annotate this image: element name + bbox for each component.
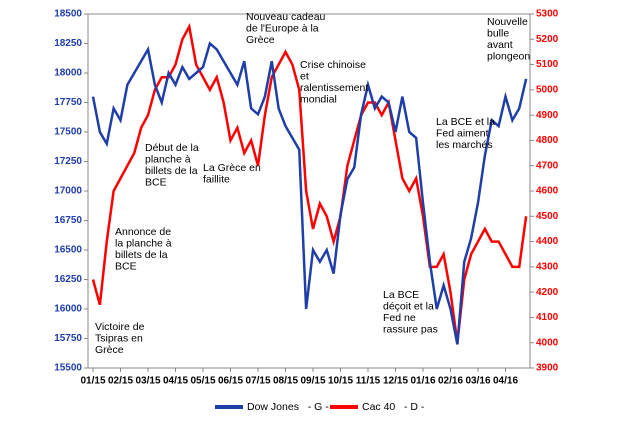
annotation: mondial xyxy=(300,93,337,105)
y2-tick-label: 4500 xyxy=(536,211,559,222)
annotation: Grèce xyxy=(246,34,275,46)
annotation: déçoit et la xyxy=(383,300,434,312)
x-tick-label: 12/15 xyxy=(383,376,408,387)
x-tick-label: 04/16 xyxy=(493,376,518,387)
annotation: billets de la xyxy=(145,165,198,177)
y2-tick-label: 4400 xyxy=(536,236,559,247)
x-tick-label: 02/16 xyxy=(438,376,463,387)
annotation: faillite xyxy=(203,173,230,185)
annotation: avant xyxy=(487,39,513,51)
annotation: La BCE et la xyxy=(436,116,495,128)
annotation: les marchés xyxy=(436,139,493,151)
y-tick-label: 16500 xyxy=(54,245,82,256)
annotation: Crise chinoise xyxy=(300,59,366,71)
annotation: Grèce xyxy=(95,344,124,356)
legend-label: Cac 40 - D - xyxy=(362,401,425,413)
y2-tick-label: 3900 xyxy=(536,363,559,374)
annotation: de l'Europe à la xyxy=(246,22,319,34)
annotation: Fed aiment xyxy=(436,127,489,139)
y2-tick-label: 4300 xyxy=(536,261,559,272)
y-tick-label: 15750 xyxy=(54,333,82,344)
y2-tick-label: 5000 xyxy=(536,84,559,95)
x-tick-label: 07/15 xyxy=(245,376,270,387)
series-line xyxy=(91,22,528,343)
y-tick-label: 17750 xyxy=(54,97,82,108)
x-tick-label: 03/16 xyxy=(465,376,490,387)
y2-tick-label: 4000 xyxy=(536,337,559,348)
annotation: BCE xyxy=(115,260,137,272)
annotation: Nouveau cadeau xyxy=(246,11,326,23)
y-tick-label: 17000 xyxy=(54,186,82,197)
annotation: La Grèce en xyxy=(203,162,261,174)
y2-tick-label: 4800 xyxy=(536,135,559,146)
x-tick-label: 01/16 xyxy=(410,376,435,387)
annotation: plongeon xyxy=(487,50,530,62)
legend-label: Dow Jones - G - xyxy=(247,401,329,413)
annotation: La BCE xyxy=(383,289,419,301)
y-tick-label: 18250 xyxy=(54,38,82,49)
x-tick-label: 11/15 xyxy=(356,376,381,387)
y-tick-label: 15500 xyxy=(54,363,82,374)
x-tick-label: 06/15 xyxy=(218,376,243,387)
series-line xyxy=(91,41,528,345)
annotation: la planche à xyxy=(115,237,172,249)
y-tick-label: 17500 xyxy=(54,127,82,138)
x-tick-label: 10/15 xyxy=(328,376,353,387)
x-tick-label: 09/15 xyxy=(300,376,325,387)
y-tick-label: 16250 xyxy=(54,274,82,285)
annotation: Annonce de xyxy=(115,226,171,238)
annotation: rassure pas xyxy=(383,323,438,335)
annotation: Victoire de xyxy=(95,321,145,333)
x-tick-label: 01/15 xyxy=(80,376,105,387)
y2-tick-label: 5200 xyxy=(536,34,559,45)
y-tick-label: 16750 xyxy=(54,215,82,226)
y2-tick-label: 4200 xyxy=(536,287,559,298)
x-tick-label: 08/15 xyxy=(273,376,298,387)
annotation: Début de la xyxy=(145,142,199,154)
y2-tick-label: 4100 xyxy=(536,312,559,323)
y2-tick-label: 4900 xyxy=(536,110,559,121)
x-tick-label: 03/15 xyxy=(135,376,160,387)
x-tick-label: 05/15 xyxy=(190,376,215,387)
y2-tick-label: 5100 xyxy=(536,59,559,70)
annotation: ralentissement xyxy=(300,82,368,94)
y2-tick-label: 5300 xyxy=(536,9,559,20)
annotation: planche à xyxy=(145,153,191,165)
annotation: et xyxy=(300,70,309,82)
y-tick-label: 18500 xyxy=(54,9,82,20)
x-tick-label: 02/15 xyxy=(108,376,133,387)
annotation: bulle xyxy=(487,27,509,39)
annotation: billets de la xyxy=(115,249,168,261)
y-tick-label: 18000 xyxy=(54,68,82,79)
x-tick-label: 04/15 xyxy=(163,376,188,387)
annotation: Tsipras en xyxy=(95,332,143,344)
y-tick-label: 16000 xyxy=(54,304,82,315)
y2-tick-label: 4600 xyxy=(536,186,559,197)
y-tick-label: 17250 xyxy=(54,156,82,167)
annotation: Nouvelle xyxy=(487,16,528,28)
annotation: Fed ne xyxy=(383,312,416,324)
annotation: BCE xyxy=(145,176,167,188)
y2-tick-label: 4700 xyxy=(536,160,559,171)
